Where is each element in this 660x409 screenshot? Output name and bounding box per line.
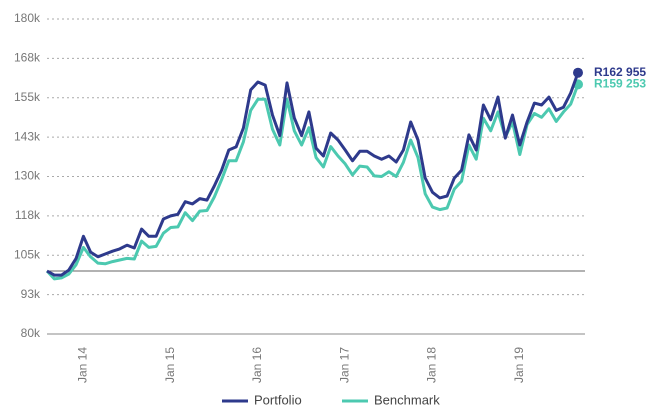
x-tick-label: Jan 19: [512, 347, 526, 383]
y-tick-label: 180k: [14, 11, 41, 25]
series-line: [45, 83, 580, 281]
value-label: R159 253: [594, 77, 646, 91]
series-line: [46, 72, 580, 277]
y-tick-label: 130k: [14, 169, 41, 183]
x-tick-label: Jan 14: [76, 347, 90, 383]
y-tick-label: 80k: [21, 326, 41, 340]
legend-label: Benchmark: [374, 392, 440, 407]
x-tick-label: Jan 16: [250, 347, 264, 383]
legend-label: Portfolio: [254, 392, 302, 407]
y-tick-label: 155k: [14, 90, 41, 104]
y-tick-label: 105k: [14, 247, 41, 261]
value-label: R162 955: [594, 65, 646, 79]
x-tick-label: Jan 17: [337, 347, 351, 383]
end-point: [573, 67, 583, 78]
y-tick-label: 118k: [15, 208, 41, 222]
y-tick-label: 143k: [14, 129, 41, 143]
x-tick-label: Jan 15: [163, 347, 177, 383]
y-tick-label: 93k: [21, 287, 41, 301]
x-tick-label: Jan 18: [425, 347, 439, 383]
y-tick-label: 168k: [14, 51, 41, 65]
